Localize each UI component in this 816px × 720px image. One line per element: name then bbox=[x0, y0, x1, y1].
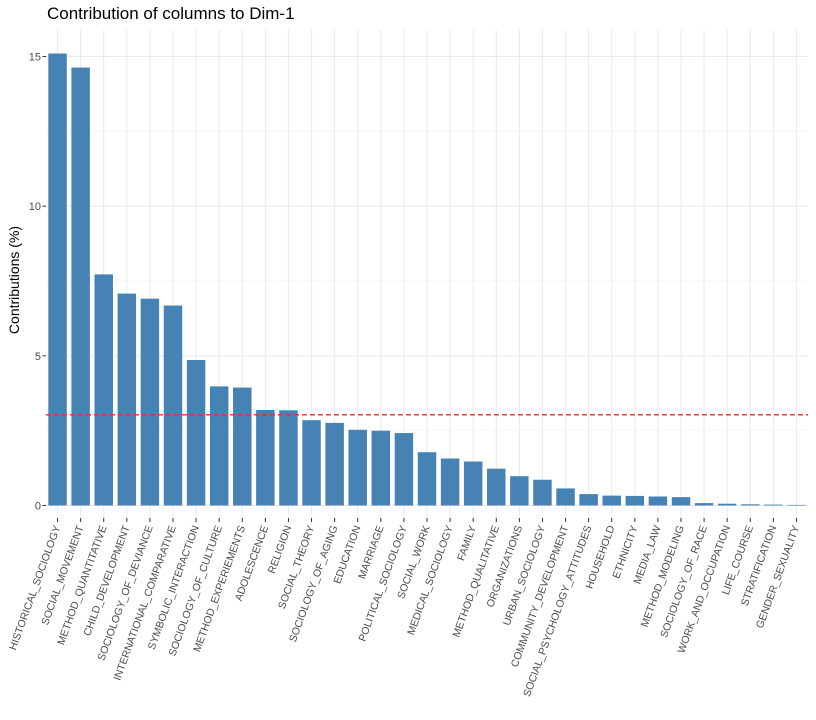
bar bbox=[741, 504, 760, 506]
bar bbox=[764, 504, 783, 506]
bar bbox=[717, 503, 737, 506]
x-tick-label: FAMILY bbox=[455, 524, 479, 562]
y-axis-title: Contributions (%) bbox=[6, 226, 22, 334]
bar bbox=[440, 458, 460, 506]
bar bbox=[510, 476, 529, 506]
bar bbox=[117, 293, 137, 506]
bar bbox=[487, 468, 506, 506]
bar bbox=[602, 495, 621, 506]
bar bbox=[186, 360, 206, 506]
chart-title: Contribution of columns to Dim-1 bbox=[47, 4, 295, 23]
bar bbox=[787, 504, 806, 506]
y-tick-label: 0 bbox=[35, 501, 41, 513]
bar bbox=[94, 274, 113, 506]
bar bbox=[556, 488, 575, 506]
bar bbox=[625, 495, 645, 506]
bar bbox=[209, 386, 229, 506]
bar bbox=[394, 433, 414, 506]
bar bbox=[648, 496, 668, 506]
bar bbox=[140, 298, 160, 506]
bar bbox=[417, 452, 437, 506]
bar bbox=[579, 494, 598, 506]
bar bbox=[256, 410, 275, 506]
bar bbox=[279, 410, 298, 506]
bar bbox=[163, 305, 183, 506]
bar bbox=[533, 479, 552, 506]
bar bbox=[233, 387, 252, 506]
bar bbox=[348, 429, 367, 506]
y-tick-label: 15 bbox=[29, 52, 41, 64]
bar bbox=[302, 420, 321, 506]
bar bbox=[463, 461, 483, 506]
bar bbox=[325, 422, 344, 506]
bar bbox=[48, 53, 67, 506]
y-tick-label: 5 bbox=[35, 351, 41, 363]
bar bbox=[71, 67, 90, 506]
y-tick-label: 10 bbox=[29, 201, 41, 213]
bar bbox=[671, 497, 691, 506]
bar bbox=[694, 503, 714, 506]
bar bbox=[371, 430, 391, 506]
